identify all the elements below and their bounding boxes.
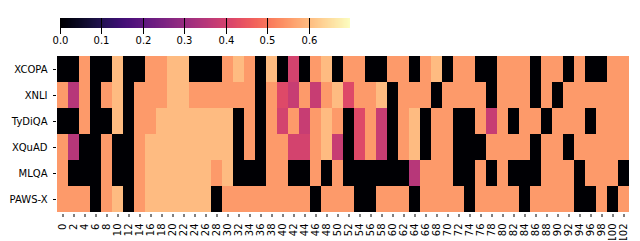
svg-text:2: 2: [68, 224, 79, 230]
svg-text:0.5: 0.5: [260, 35, 276, 46]
svg-text:XCOPA: XCOPA: [14, 64, 47, 75]
svg-text:100: 100: [607, 224, 618, 241]
svg-text:XQuAD: XQuAD: [12, 142, 48, 153]
svg-text:46: 46: [310, 224, 321, 237]
svg-text:40: 40: [277, 224, 288, 237]
svg-text:32: 32: [233, 224, 244, 237]
svg-text:8: 8: [101, 224, 112, 230]
svg-text:0.6: 0.6: [302, 35, 318, 46]
svg-text:38: 38: [266, 224, 277, 237]
svg-text:26: 26: [200, 224, 211, 237]
svg-text:12: 12: [123, 224, 134, 237]
svg-text:TyDiQA: TyDiQA: [11, 116, 48, 127]
svg-text:MLQA: MLQA: [19, 168, 48, 179]
svg-text:90: 90: [552, 224, 563, 237]
svg-text:52: 52: [343, 224, 354, 237]
svg-text:22: 22: [178, 224, 189, 237]
svg-text:0.1: 0.1: [94, 35, 110, 46]
svg-text:0.0: 0.0: [53, 35, 69, 46]
svg-text:62: 62: [398, 224, 409, 237]
svg-text:74: 74: [464, 224, 475, 237]
svg-text:88: 88: [541, 224, 552, 237]
svg-text:86: 86: [530, 224, 541, 237]
svg-text:14: 14: [134, 224, 145, 237]
svg-text:44: 44: [299, 224, 310, 237]
svg-text:68: 68: [431, 224, 442, 237]
svg-text:94: 94: [574, 224, 585, 237]
svg-text:70: 70: [442, 224, 453, 237]
svg-text:18: 18: [156, 224, 167, 237]
svg-text:10: 10: [112, 224, 123, 237]
svg-text:102: 102: [618, 224, 629, 241]
svg-text:54: 54: [354, 224, 365, 237]
svg-text:20: 20: [167, 224, 178, 237]
svg-text:4: 4: [79, 224, 90, 230]
svg-text:64: 64: [409, 224, 420, 237]
svg-text:0.2: 0.2: [136, 35, 152, 46]
svg-text:56: 56: [365, 224, 376, 237]
svg-text:36: 36: [255, 224, 266, 237]
svg-text:84: 84: [519, 224, 530, 237]
svg-text:24: 24: [189, 224, 200, 237]
svg-text:96: 96: [585, 224, 596, 237]
svg-text:92: 92: [563, 224, 574, 237]
svg-text:80: 80: [497, 224, 508, 237]
svg-text:58: 58: [376, 224, 387, 237]
svg-text:66: 66: [420, 224, 431, 237]
svg-text:0: 0: [57, 224, 68, 230]
svg-text:PAWS-X: PAWS-X: [10, 194, 48, 205]
svg-text:72: 72: [453, 224, 464, 237]
svg-text:XNLI: XNLI: [25, 90, 48, 101]
svg-text:76: 76: [475, 224, 486, 237]
svg-text:30: 30: [222, 224, 233, 237]
svg-text:42: 42: [288, 224, 299, 237]
svg-text:60: 60: [387, 224, 398, 237]
svg-text:78: 78: [486, 224, 497, 237]
svg-text:16: 16: [145, 224, 156, 237]
svg-text:48: 48: [321, 224, 332, 237]
svg-text:0.4: 0.4: [219, 35, 235, 46]
svg-text:50: 50: [332, 224, 343, 237]
svg-text:34: 34: [244, 224, 255, 237]
svg-text:98: 98: [596, 224, 607, 237]
svg-text:0.3: 0.3: [177, 35, 193, 46]
svg-text:82: 82: [508, 224, 519, 237]
svg-text:6: 6: [90, 224, 101, 230]
svg-text:28: 28: [211, 224, 222, 237]
